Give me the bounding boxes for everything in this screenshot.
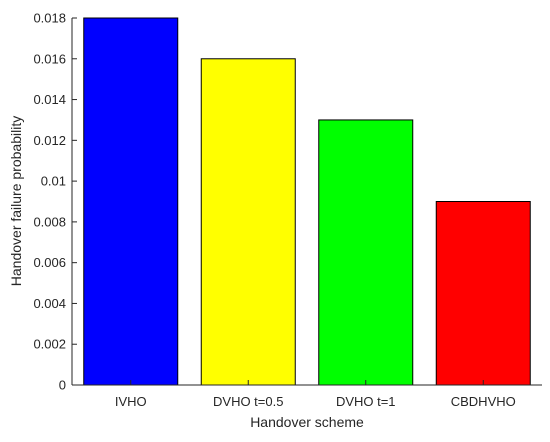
x-tick-label: DVHO t=1 — [336, 394, 396, 409]
y-tick-label: 0.016 — [33, 51, 66, 66]
ticks-layer: IVHO DVHO t=0.5 DVHO t=1 CBDHVHO 0 0.002 0.004… — [33, 11, 515, 410]
bar-dvho-t-1 — [318, 119, 414, 386]
y-tick-label: 0.01 — [41, 174, 66, 189]
y-tick-label: 0.004 — [33, 296, 66, 311]
y-tick-label: 0.018 — [33, 11, 66, 26]
bars-layer — [83, 17, 531, 386]
y-tick-label: 0.014 — [33, 92, 66, 107]
y-axis-label: Handover failure probability — [8, 116, 24, 286]
y-tick-label: 0 — [59, 378, 66, 393]
x-tick-label: IVHO — [115, 394, 147, 409]
axes-layer — [71, 18, 542, 386]
y-tick-label: 0.012 — [33, 133, 66, 148]
x-tick-label: CBDHVHO — [451, 394, 516, 409]
y-tick-label: 0.002 — [33, 337, 66, 352]
bar-dvho-t-0-5 — [200, 58, 296, 386]
y-tick-label: 0.008 — [33, 214, 66, 229]
x-axis-label: Handover scheme — [250, 414, 364, 430]
y-tick-label: 0.006 — [33, 255, 66, 270]
x-tick-label: DVHO t=0.5 — [213, 394, 283, 409]
bar-ivho — [83, 17, 179, 386]
bar-cbdhvho — [435, 201, 531, 386]
